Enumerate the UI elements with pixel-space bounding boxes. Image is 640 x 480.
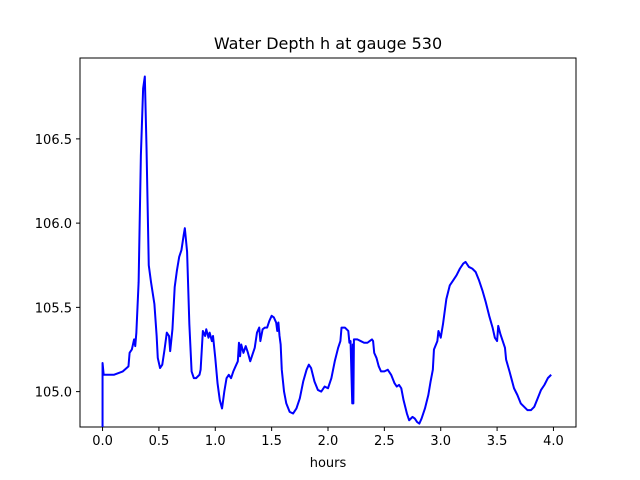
plot-area [79, 57, 577, 428]
y-axis: 105.0 105.5 106.0 106.5 [35, 133, 80, 401]
series-line [101, 75, 552, 427]
x-axis: 0.0 0.5 1.0 1.5 2.0 2.5 3.0 3.5 4.0 [92, 427, 564, 449]
x-tick-label: 3.0 [430, 434, 451, 449]
series-layer [101, 75, 552, 427]
x-tick-label: 0.0 [92, 434, 113, 449]
x-tick-label: 1.0 [205, 434, 226, 449]
x-axis-label: hours [310, 456, 347, 471]
chart-title: Water Depth h at gauge 530 [214, 34, 442, 53]
y-tick-label: 105.5 [35, 301, 72, 316]
y-tick-label: 106.5 [35, 133, 72, 148]
x-tick-label: 2.0 [318, 434, 339, 449]
x-tick-label: 3.5 [487, 434, 508, 449]
x-tick-label: 4.0 [543, 434, 564, 449]
x-tick-label: 0.5 [149, 434, 170, 449]
y-tick-label: 105.0 [35, 386, 72, 401]
y-tick-label: 106.0 [35, 217, 72, 232]
x-tick-label: 1.5 [261, 434, 282, 449]
x-tick-label: 2.5 [374, 434, 395, 449]
